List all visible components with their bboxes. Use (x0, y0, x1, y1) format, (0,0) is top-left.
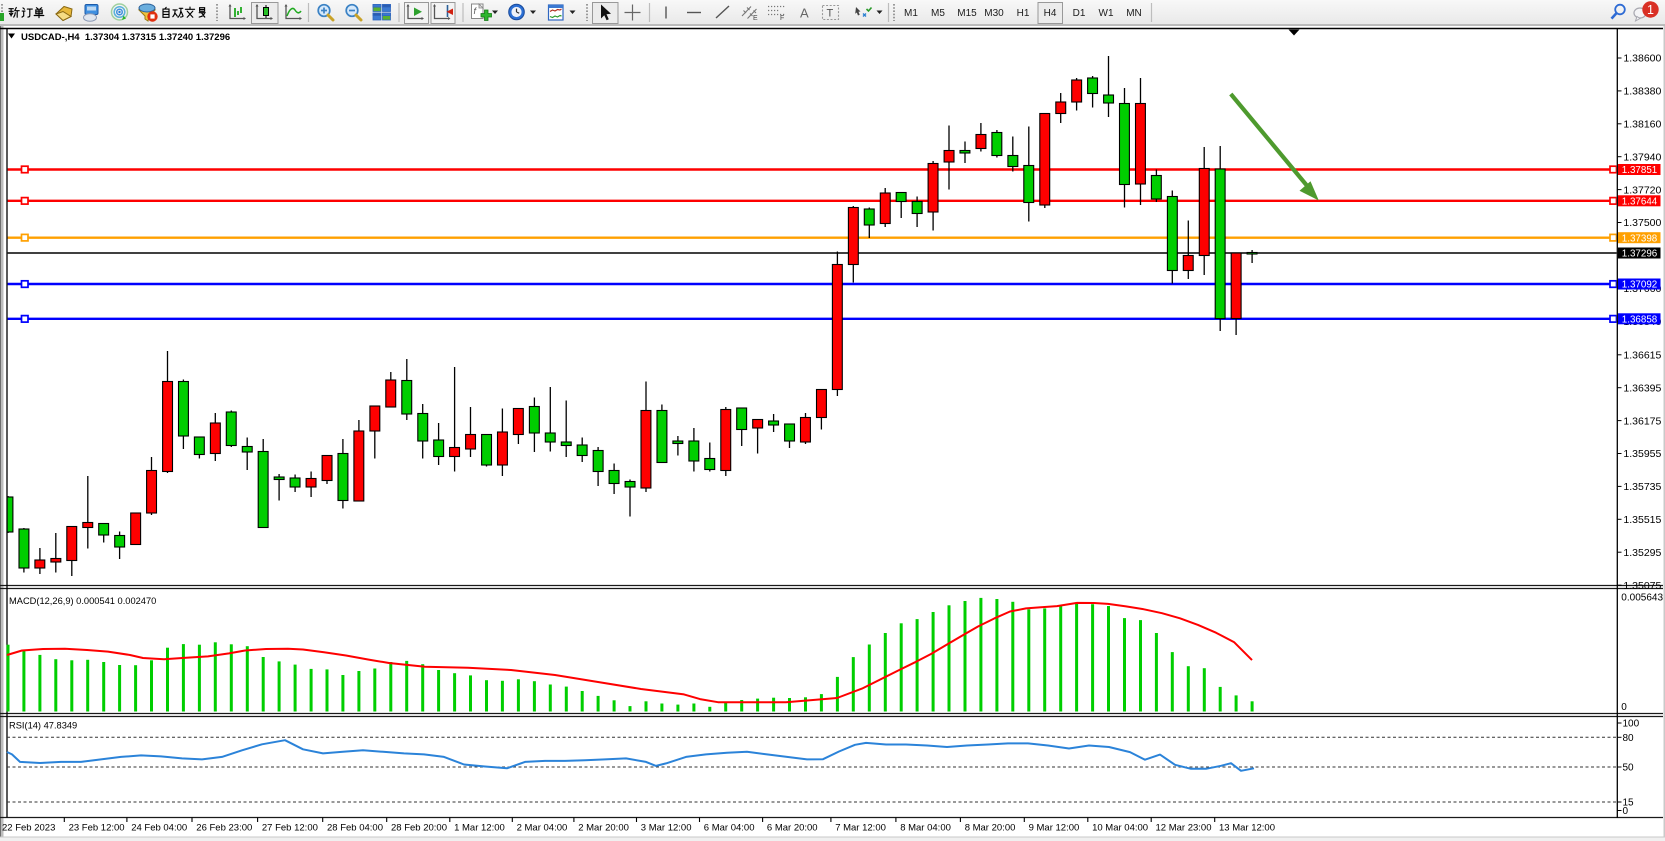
svg-text:f: f (474, 6, 478, 16)
svg-text:M1: M1 (904, 8, 918, 19)
svg-text:8 Mar 04:00: 8 Mar 04:00 (900, 823, 951, 834)
svg-text:E: E (753, 15, 758, 22)
svg-text:F: F (780, 15, 784, 22)
svg-text:1.37296: 1.37296 (1622, 249, 1658, 260)
svg-text:M30: M30 (984, 8, 1004, 19)
svg-text:H1: H1 (1017, 8, 1030, 19)
svg-text:T: T (827, 8, 834, 20)
svg-text:7 Mar 12:00: 7 Mar 12:00 (835, 823, 886, 834)
svg-text:1.35955: 1.35955 (1623, 448, 1661, 460)
svg-text:26 Feb 23:00: 26 Feb 23:00 (196, 823, 252, 834)
svg-text:1.36615: 1.36615 (1623, 350, 1661, 362)
svg-text:1.37500: 1.37500 (1623, 217, 1661, 229)
svg-text:1.38160: 1.38160 (1623, 119, 1661, 131)
svg-text:MN: MN (1126, 8, 1142, 19)
svg-text:M15: M15 (957, 8, 977, 19)
svg-text:13 Mar 12:00: 13 Mar 12:00 (1219, 823, 1275, 834)
svg-text:1.37092: 1.37092 (1622, 280, 1657, 291)
svg-text:15: 15 (1623, 798, 1635, 809)
svg-text:1.37940: 1.37940 (1623, 151, 1661, 163)
svg-text:9 Mar 12:00: 9 Mar 12:00 (1029, 823, 1080, 834)
svg-text:23 Feb 12:00: 23 Feb 12:00 (69, 823, 125, 834)
svg-text:100: 100 (1623, 719, 1640, 730)
svg-text:6 Mar 04:00: 6 Mar 04:00 (704, 823, 755, 834)
svg-text:1.37644: 1.37644 (1622, 196, 1658, 207)
svg-text:1 Mar 12:00: 1 Mar 12:00 (454, 823, 505, 834)
svg-text:0: 0 (1621, 702, 1627, 713)
svg-text:1.38600: 1.38600 (1623, 53, 1661, 65)
svg-text:MACD(12,26,9) 0.000541 0.00247: MACD(12,26,9) 0.000541 0.002470 (9, 596, 156, 606)
svg-text:W1: W1 (1099, 8, 1114, 19)
svg-text:12 Mar 23:00: 12 Mar 23:00 (1156, 823, 1212, 834)
svg-text:H4: H4 (1044, 8, 1057, 19)
svg-text:6 Mar 20:00: 6 Mar 20:00 (767, 823, 818, 834)
svg-text:1.35295: 1.35295 (1623, 547, 1661, 559)
svg-text:USDCAD-,H4 1.37304 1.37315 1.: USDCAD-,H4 1.37304 1.37315 1.37240 1.372… (21, 32, 230, 43)
svg-text:RSI(14) 47.8349: RSI(14) 47.8349 (9, 721, 77, 731)
svg-text:0.005643: 0.005643 (1621, 593, 1663, 604)
svg-text:0: 0 (1623, 806, 1629, 817)
svg-text:M5: M5 (931, 8, 945, 19)
svg-text:80: 80 (1623, 733, 1635, 744)
svg-text:8 Mar 20:00: 8 Mar 20:00 (965, 823, 1016, 834)
svg-text:1.36175: 1.36175 (1623, 415, 1661, 427)
svg-text:1: 1 (1647, 3, 1654, 17)
svg-text:1.37398: 1.37398 (1622, 233, 1658, 244)
svg-text:A: A (800, 6, 809, 21)
svg-text:1.37720: 1.37720 (1623, 184, 1661, 196)
svg-text:22 Feb 2023: 22 Feb 2023 (2, 823, 55, 834)
svg-text:28 Feb 20:00: 28 Feb 20:00 (391, 823, 447, 834)
svg-text:1.36395: 1.36395 (1623, 382, 1661, 394)
svg-text:27 Feb 12:00: 27 Feb 12:00 (262, 823, 318, 834)
svg-text:1.37851: 1.37851 (1622, 165, 1657, 176)
svg-text:1.35515: 1.35515 (1623, 514, 1661, 526)
svg-text:D1: D1 (1073, 8, 1086, 19)
svg-text:50: 50 (1623, 763, 1635, 774)
svg-text:1.35735: 1.35735 (1623, 481, 1661, 493)
svg-text:24 Feb 04:00: 24 Feb 04:00 (131, 823, 187, 834)
svg-text:2 Mar 04:00: 2 Mar 04:00 (517, 823, 568, 834)
svg-text:10 Mar 04:00: 10 Mar 04:00 (1092, 823, 1148, 834)
svg-text:28 Feb 04:00: 28 Feb 04:00 (327, 823, 383, 834)
svg-text:3 Mar 12:00: 3 Mar 12:00 (641, 823, 692, 834)
svg-text:1.38380: 1.38380 (1623, 86, 1661, 98)
svg-text:1.35075: 1.35075 (1623, 580, 1661, 592)
svg-text:1.36858: 1.36858 (1622, 314, 1658, 325)
svg-text:2 Mar 20:00: 2 Mar 20:00 (578, 823, 629, 834)
